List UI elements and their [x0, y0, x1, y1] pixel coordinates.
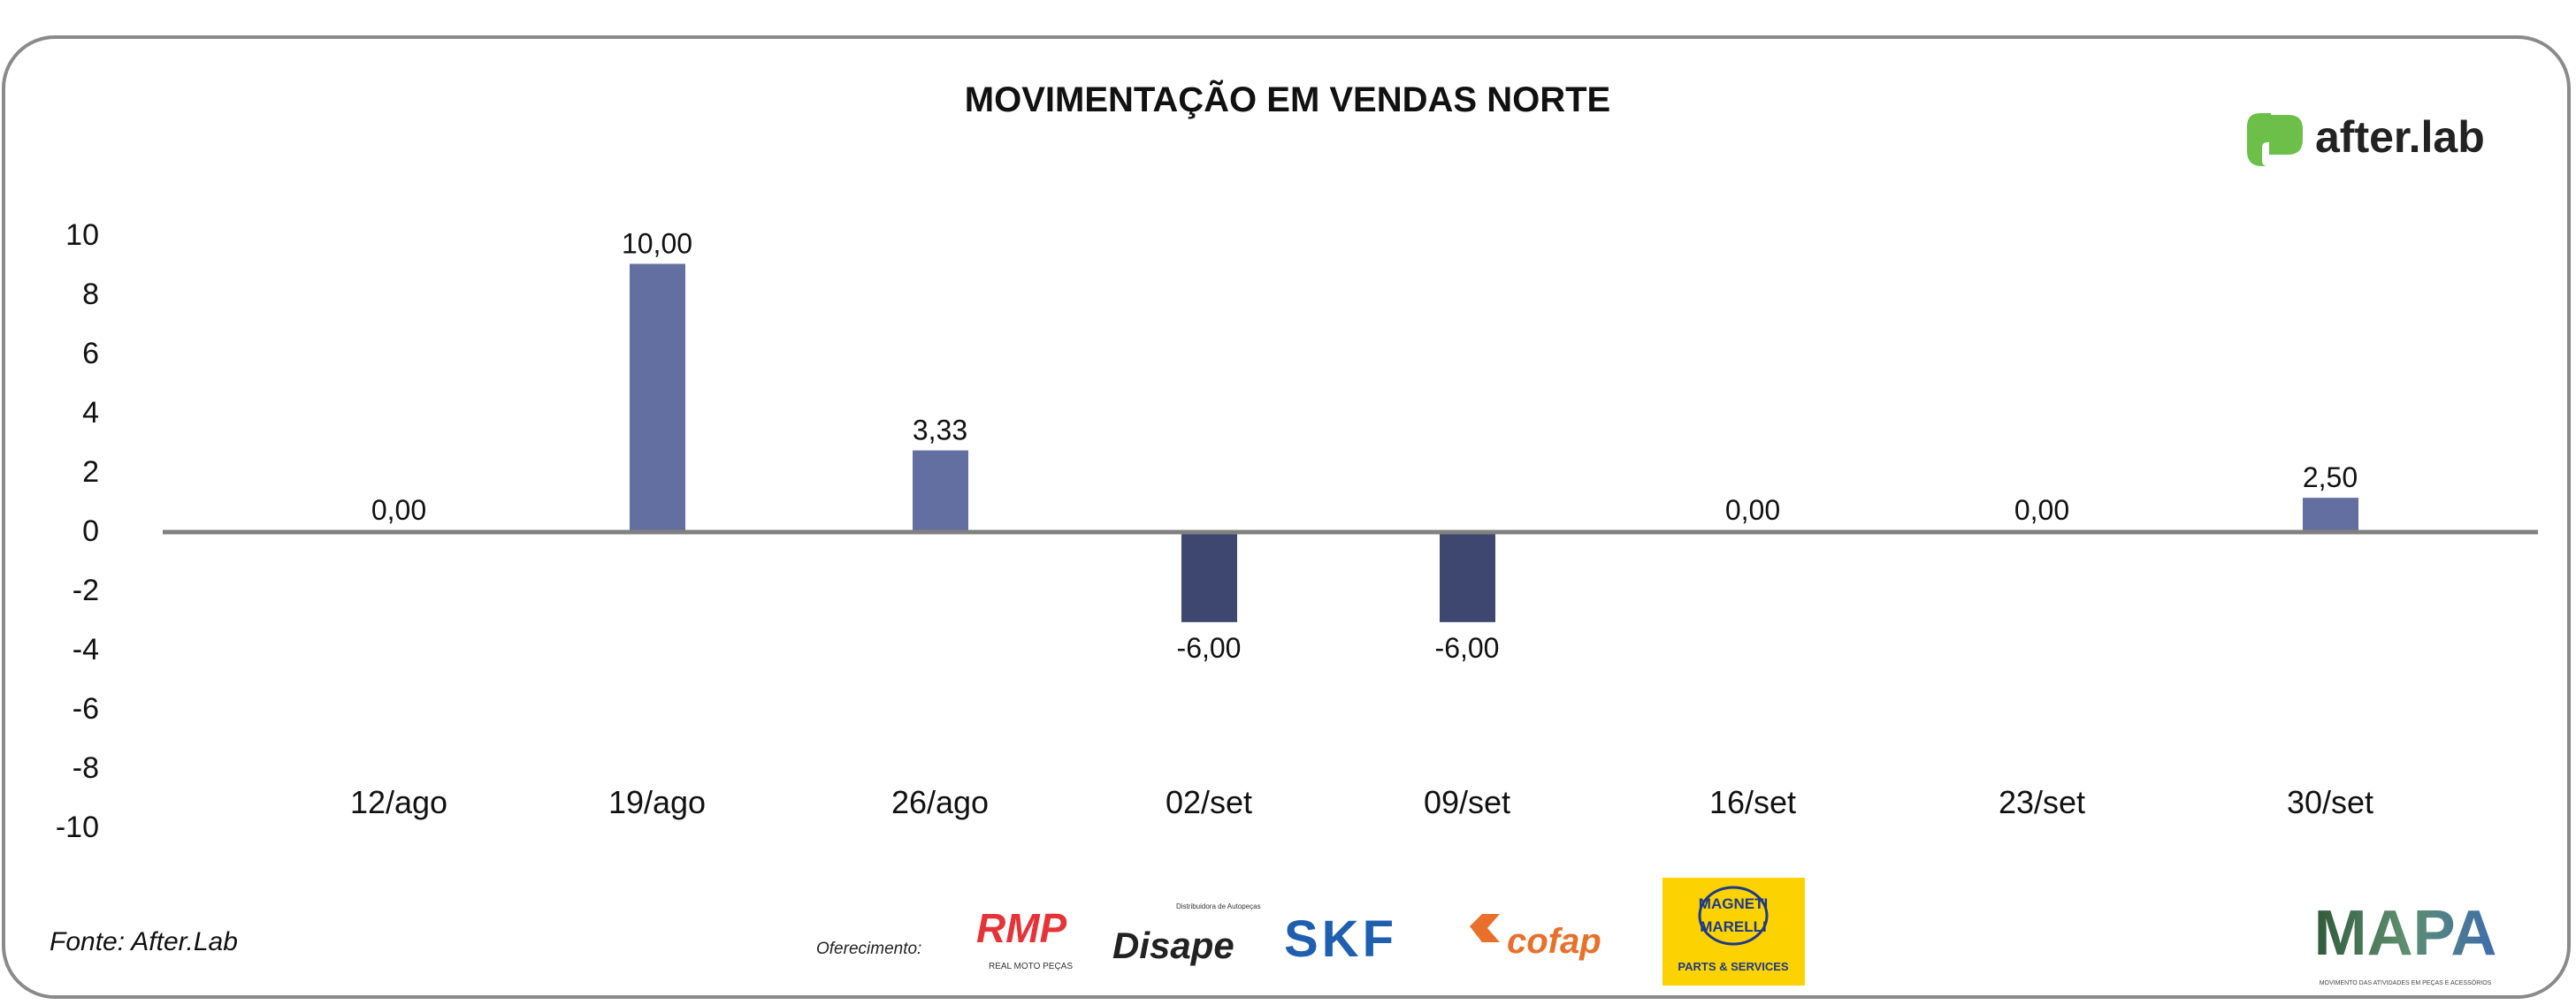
x-tick-label: 23/set — [1999, 784, 2085, 820]
data-label: 0,00 — [2014, 494, 2069, 526]
bar-30-set — [2303, 498, 2358, 530]
data-label: -6,00 — [1177, 632, 1242, 664]
x-tick-label: 26/ago — [891, 784, 989, 820]
y-tick-label: 0 — [82, 514, 99, 548]
marelli-text: MARELLI — [1700, 918, 1767, 935]
magneti-marelli-background — [1663, 878, 1805, 986]
bars — [630, 263, 2358, 622]
y-tick-label: -2 — [73, 574, 99, 607]
magneti-marelli-logo: MAGNETI MARELLI PARTS & SERVICES — [1663, 878, 1805, 986]
y-axis: 10 8 6 4 2 0 -2 -4 -6 -8 -10 — [56, 218, 99, 844]
data-label: 2,50 — [2303, 461, 2358, 493]
mapa-logo: MAPA MOVIMENTO DAS ATIVIDADES EM PEÇAS E… — [2314, 898, 2497, 986]
x-tick-label: 19/ago — [608, 784, 706, 820]
bar-26-ago — [913, 450, 968, 530]
x-tick-label: 12/ago — [350, 784, 447, 820]
afterlab-mark-icon-right — [2264, 115, 2303, 155]
sponsor-label: Oferecimento: — [816, 940, 921, 958]
mapa-subtitle: MOVIMENTO DAS ATIVIDADES EM PEÇAS E ACES… — [2320, 978, 2492, 986]
data-label: 0,00 — [1725, 494, 1780, 526]
skf-logo: SKF — [1284, 910, 1397, 968]
data-label: 0,00 — [371, 494, 426, 526]
rmp-subtitle: REAL MOTO PEÇAS — [989, 962, 1073, 971]
disape-subtitle: Distribuidora de Autopeças — [1176, 902, 1261, 910]
parts-services-text: PARTS & SERVICES — [1678, 960, 1789, 973]
afterlab-mark-icon — [2247, 113, 2271, 166]
afterlab-logo: after.lab — [2247, 112, 2485, 166]
y-tick-label: 10 — [65, 218, 99, 252]
x-tick-label: 02/set — [1166, 784, 1252, 820]
rmp-logo: RMP REAL MOTO PEÇAS — [976, 905, 1073, 971]
y-tick-label: 6 — [82, 337, 99, 370]
chart-frame — [2, 35, 2571, 999]
mapa-wordmark: MAPA — [2314, 898, 2497, 969]
data-label: 10,00 — [622, 228, 692, 260]
cofap-wordmark: cofap — [1507, 922, 1601, 961]
y-tick-label: -8 — [73, 751, 99, 785]
bar-19-ago — [630, 263, 685, 530]
x-tick-label: 30/set — [2287, 784, 2373, 820]
chart-title: MOVIMENTAÇÃO EM VENDAS NORTE — [965, 79, 1610, 119]
data-label: 3,33 — [913, 415, 967, 446]
bar-02-set — [1181, 530, 1237, 622]
x-axis: 12/ago 19/ago 26/ago 02/set 09/set 16/set 23/s… — [350, 784, 2373, 820]
y-tick-label: -4 — [73, 633, 99, 666]
data-label: -6,00 — [1435, 632, 1500, 664]
magneti-text: MAGNETI — [1699, 895, 1768, 912]
y-tick-label: 8 — [82, 278, 99, 311]
y-tick-label: -10 — [56, 811, 99, 844]
disape-logo: Distribuidora de Autopeças Disape — [1112, 902, 1261, 966]
disape-wordmark: Disape — [1112, 925, 1234, 966]
x-tick-label: 09/set — [1424, 784, 1510, 820]
cofap-logo: cofap — [1470, 914, 1601, 961]
afterlab-wordmark: after.lab — [2315, 112, 2485, 162]
cofap-mark-icon — [1470, 914, 1500, 942]
rmp-wordmark: RMP — [976, 905, 1067, 951]
y-tick-label: 4 — [82, 396, 99, 430]
y-tick-label: -6 — [73, 692, 99, 726]
x-tick-label: 16/set — [1709, 784, 1796, 820]
data-labels: 0,00 10,00 3,33 -6,00 -6,00 0,00 0,00 2,50 — [371, 228, 2358, 664]
magneti-marelli-ring — [1698, 886, 1769, 946]
y-tick-label: 2 — [82, 455, 99, 489]
bar-09-set — [1440, 530, 1495, 622]
source-note: Fonte: After.Lab — [50, 927, 238, 956]
